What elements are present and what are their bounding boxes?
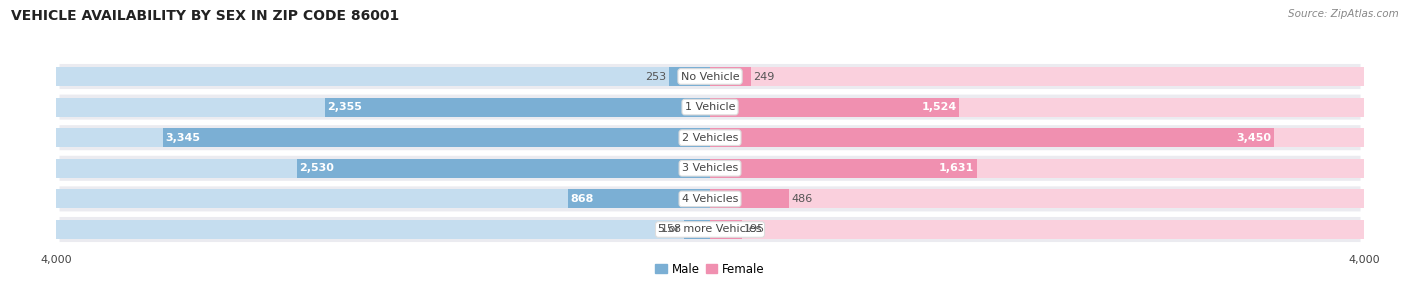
FancyBboxPatch shape bbox=[59, 217, 1361, 242]
Bar bbox=[710, 98, 1364, 117]
Legend: Male, Female: Male, Female bbox=[651, 258, 769, 280]
Bar bbox=[669, 67, 710, 86]
FancyBboxPatch shape bbox=[59, 64, 1361, 89]
Text: Source: ZipAtlas.com: Source: ZipAtlas.com bbox=[1288, 9, 1399, 19]
Bar bbox=[568, 189, 710, 208]
Text: 195: 195 bbox=[744, 225, 765, 234]
Bar bbox=[710, 67, 751, 86]
Text: 253: 253 bbox=[645, 72, 666, 81]
Bar bbox=[710, 98, 959, 117]
Bar bbox=[710, 189, 1364, 208]
Text: 1 Vehicle: 1 Vehicle bbox=[685, 102, 735, 112]
FancyBboxPatch shape bbox=[59, 156, 1361, 181]
Bar bbox=[56, 128, 710, 147]
FancyBboxPatch shape bbox=[59, 186, 1361, 211]
Bar bbox=[710, 159, 977, 178]
Text: 2 Vehicles: 2 Vehicles bbox=[682, 133, 738, 143]
Text: 3 Vehicles: 3 Vehicles bbox=[682, 163, 738, 173]
Text: 249: 249 bbox=[752, 72, 775, 81]
Bar bbox=[325, 98, 710, 117]
Text: 3,345: 3,345 bbox=[166, 133, 201, 143]
Bar bbox=[710, 159, 1364, 178]
Bar bbox=[56, 67, 710, 86]
Bar bbox=[710, 220, 742, 239]
Bar bbox=[685, 220, 710, 239]
Text: 4 Vehicles: 4 Vehicles bbox=[682, 194, 738, 204]
Text: No Vehicle: No Vehicle bbox=[681, 72, 740, 81]
Text: 2,530: 2,530 bbox=[299, 163, 333, 173]
Text: VEHICLE AVAILABILITY BY SEX IN ZIP CODE 86001: VEHICLE AVAILABILITY BY SEX IN ZIP CODE … bbox=[11, 9, 399, 23]
Bar bbox=[297, 159, 710, 178]
Bar bbox=[56, 220, 710, 239]
Bar bbox=[710, 67, 1364, 86]
FancyBboxPatch shape bbox=[59, 125, 1361, 150]
Text: 486: 486 bbox=[792, 194, 813, 204]
Bar bbox=[163, 128, 710, 147]
Text: 868: 868 bbox=[571, 194, 593, 204]
Text: 1,524: 1,524 bbox=[921, 102, 956, 112]
Bar bbox=[710, 128, 1364, 147]
Bar bbox=[56, 159, 710, 178]
Text: 1,631: 1,631 bbox=[939, 163, 974, 173]
Text: 158: 158 bbox=[661, 225, 682, 234]
Text: 3,450: 3,450 bbox=[1236, 133, 1271, 143]
Bar bbox=[710, 128, 1274, 147]
Bar bbox=[56, 98, 710, 117]
Bar bbox=[710, 220, 1364, 239]
FancyBboxPatch shape bbox=[59, 95, 1361, 120]
Bar bbox=[710, 189, 789, 208]
Text: 2,355: 2,355 bbox=[328, 102, 363, 112]
Bar bbox=[56, 189, 710, 208]
Text: 5 or more Vehicles: 5 or more Vehicles bbox=[658, 225, 762, 234]
